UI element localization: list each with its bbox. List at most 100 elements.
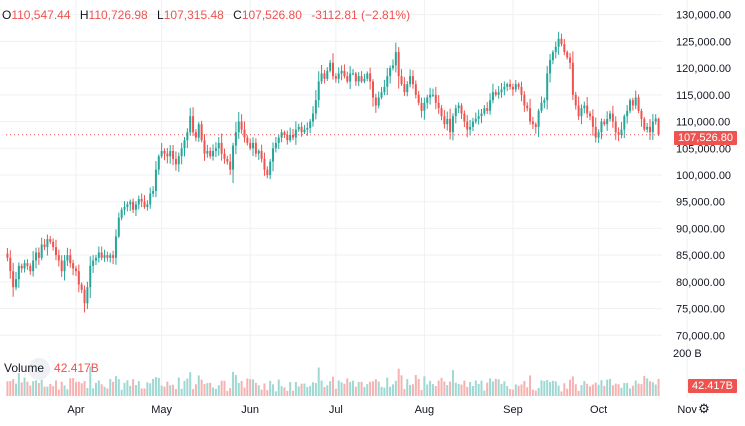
candle-body bbox=[63, 260, 66, 272]
candle-body bbox=[371, 81, 374, 98]
volume-bar bbox=[72, 378, 75, 396]
candle-body bbox=[514, 84, 517, 90]
price-tick-label: 95,000.00 bbox=[676, 197, 725, 209]
volume-bar bbox=[609, 378, 612, 396]
candle-body bbox=[403, 84, 406, 93]
volume-bar bbox=[37, 383, 40, 396]
volume-bar bbox=[232, 371, 235, 396]
volume-bar bbox=[503, 381, 506, 396]
volume-bar bbox=[6, 381, 9, 396]
candle-body bbox=[37, 252, 40, 258]
candle-body bbox=[309, 121, 312, 128]
volume-bar bbox=[600, 380, 603, 396]
candle-body bbox=[654, 118, 657, 122]
gear-icon[interactable]: ⚙ bbox=[698, 401, 710, 416]
candle-body bbox=[237, 121, 240, 133]
volume-bar bbox=[634, 380, 637, 396]
candle-body bbox=[169, 150, 172, 157]
volume-bar bbox=[183, 380, 186, 396]
volume-bar bbox=[377, 381, 380, 396]
volume-bar bbox=[457, 383, 460, 396]
volume-bar bbox=[480, 380, 483, 396]
volume-bar bbox=[94, 382, 97, 396]
price-tick-label: 130,000.00 bbox=[676, 10, 731, 22]
volume-bar bbox=[149, 383, 152, 396]
volume-bar bbox=[60, 381, 63, 396]
candle-body bbox=[246, 137, 249, 143]
volume-indicator-icon[interactable] bbox=[28, 358, 50, 380]
volume-bar bbox=[363, 387, 366, 396]
candle-body bbox=[577, 105, 580, 117]
candle-body bbox=[177, 156, 180, 165]
volume-bar bbox=[411, 384, 414, 396]
volume-bar bbox=[272, 384, 275, 396]
candle-body bbox=[511, 86, 514, 90]
time-axis[interactable]: Apr May Jun Jul Aug Sep Oct Nov bbox=[67, 404, 697, 416]
volume-bar bbox=[312, 382, 315, 396]
candle-body bbox=[563, 44, 566, 53]
volume-bar bbox=[46, 386, 49, 396]
volume-bar bbox=[511, 389, 514, 396]
volume-bar bbox=[163, 386, 166, 396]
last-price-tag: 107,526.80 bbox=[673, 131, 737, 145]
candle-body bbox=[32, 260, 35, 272]
candle-body bbox=[334, 76, 337, 79]
price-tick-label: 75,000.00 bbox=[676, 304, 725, 316]
candle-body bbox=[303, 129, 306, 133]
candle-body bbox=[26, 263, 29, 266]
candle-body bbox=[252, 142, 255, 149]
volume-bar bbox=[43, 386, 46, 396]
candle-body bbox=[614, 121, 617, 133]
candle-body bbox=[192, 116, 195, 133]
volume-bar bbox=[471, 386, 474, 396]
volume-bar bbox=[49, 383, 52, 396]
candle-body bbox=[391, 65, 394, 69]
candle-body bbox=[17, 265, 20, 280]
candle-body bbox=[240, 121, 243, 130]
candle-body bbox=[320, 73, 323, 82]
candle-body bbox=[163, 150, 166, 154]
candle-body bbox=[134, 204, 137, 210]
volume-bar bbox=[294, 381, 297, 396]
candle-body bbox=[86, 287, 89, 304]
price-tick-label: 115,000.00 bbox=[676, 90, 730, 102]
high-label: H bbox=[79, 8, 89, 22]
volume-bar bbox=[474, 380, 477, 396]
candle-body bbox=[306, 127, 309, 130]
volume-bar bbox=[509, 389, 512, 396]
volume-bar bbox=[274, 391, 277, 396]
volume-bar bbox=[157, 377, 160, 396]
price-axis[interactable]: 130,000.00 125,000.00 120,000.00 115,000.00… bbox=[676, 10, 731, 343]
volume-bar bbox=[440, 377, 443, 396]
candle-body bbox=[43, 244, 46, 248]
volume-bar bbox=[323, 387, 326, 396]
volume-bar bbox=[229, 388, 232, 396]
volume-bar bbox=[29, 385, 32, 396]
volume-bar bbox=[557, 385, 560, 396]
volume-bar bbox=[143, 388, 146, 396]
volume-bar bbox=[137, 381, 140, 396]
candle-body bbox=[194, 132, 197, 138]
volume-bar bbox=[657, 378, 660, 396]
candle-body bbox=[226, 158, 229, 162]
candle-body bbox=[300, 126, 303, 133]
low-label: L bbox=[157, 8, 164, 22]
change-value: -3112.81 (−2.81%) bbox=[311, 8, 411, 22]
volume-bar bbox=[431, 384, 434, 396]
volume-bar bbox=[343, 383, 346, 396]
candle-body bbox=[609, 113, 612, 119]
volume-bar bbox=[326, 385, 329, 396]
candle-body bbox=[269, 161, 272, 175]
candle-body bbox=[466, 121, 469, 130]
volume-bar bbox=[437, 380, 440, 396]
candle-body bbox=[360, 76, 363, 82]
volume-bar bbox=[32, 381, 35, 396]
volume-bar bbox=[52, 386, 55, 396]
candle-body bbox=[400, 76, 403, 85]
volume-bar bbox=[129, 385, 132, 396]
volume-bar bbox=[449, 381, 452, 396]
volume-bar bbox=[400, 375, 403, 396]
volume-bar bbox=[537, 388, 540, 396]
candle-body bbox=[349, 73, 352, 82]
